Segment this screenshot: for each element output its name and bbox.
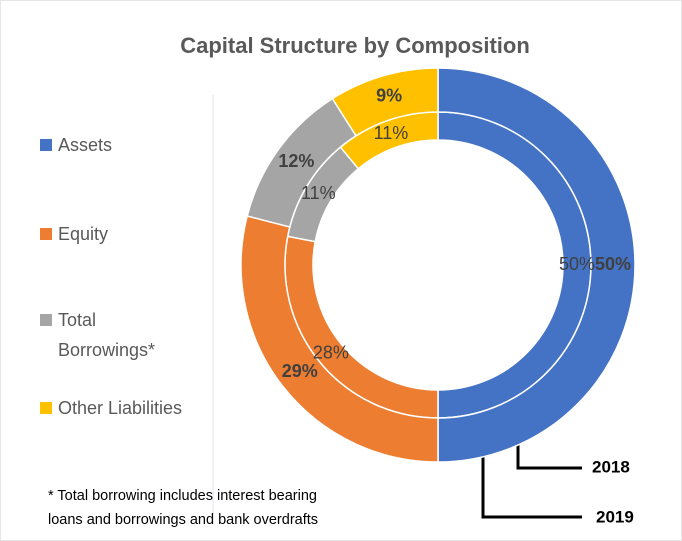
data-label: 50% [595,254,631,274]
legend-swatch [40,139,52,151]
data-label: 29% [282,361,318,381]
footnote: * Total borrowing includes interest bear… [48,488,319,528]
chart-title: Capital Structure by Composition [180,33,530,58]
series-annotation: 2018 [592,457,630,476]
legend-label: Total Borrowings* [58,310,156,360]
legend-swatch [40,228,52,240]
data-label: 28% [313,342,349,362]
data-label: 11% [374,123,409,143]
legend-item: Equity [40,219,260,249]
data-label: 9% [376,86,402,106]
legend-label: Equity [58,224,109,244]
legend-swatch [40,402,52,414]
legend-item: Total Borrowings* [40,305,170,365]
data-label: 11% [301,183,336,203]
donut-slice [437,67,636,463]
legend-item: Other Liabilities [40,393,260,423]
legend-label: Other Liabilities [58,398,183,418]
donut-slice [331,67,439,137]
series-annotation: 2019 [596,507,634,526]
legend-swatch [40,314,52,326]
data-label: 50% [559,254,595,274]
data-label: 12% [278,151,314,171]
donut-slice [240,215,439,463]
legend-label: Assets [58,135,113,155]
legend-item: Assets [40,130,260,160]
